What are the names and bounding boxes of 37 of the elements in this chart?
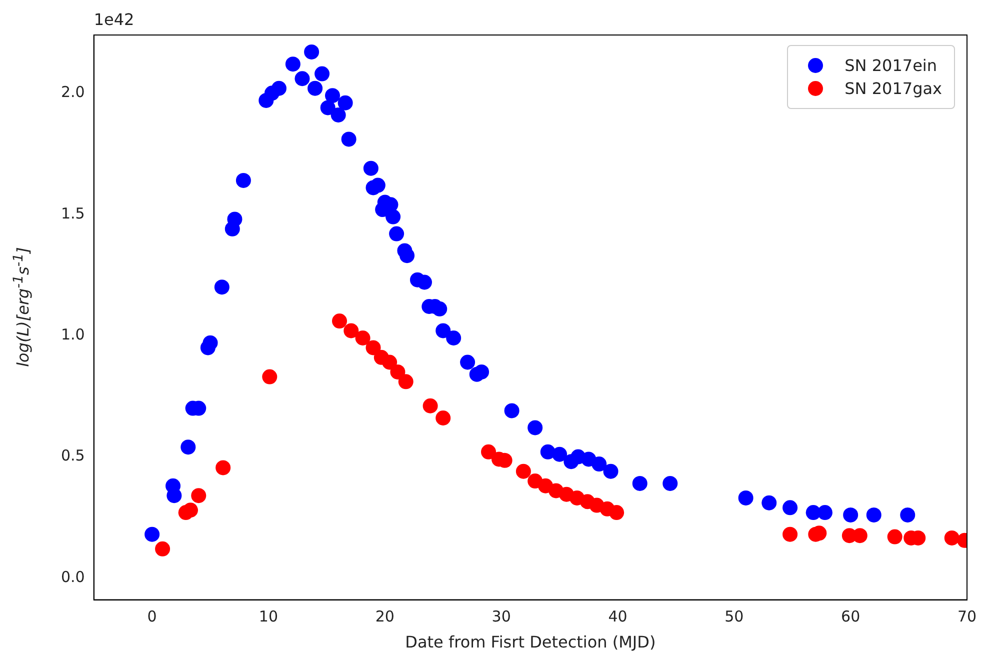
text: 1e42 [94, 10, 134, 30]
point [366, 340, 381, 356]
y-tick-label: 1.0 [60, 325, 85, 344]
x-tick-label: 60 [841, 608, 860, 626]
point [481, 444, 496, 460]
x-tick-label: 40 [608, 608, 628, 626]
point [344, 323, 359, 338]
point [216, 460, 231, 476]
point [436, 410, 451, 426]
x-tick-label: 50 [724, 608, 744, 626]
point [516, 464, 531, 479]
y-tick-label: 0.0 [60, 568, 85, 586]
point [382, 354, 398, 370]
point [262, 369, 278, 384]
x-tick-label: 20 [375, 608, 394, 626]
x-tick-label: 0 [147, 608, 157, 626]
point [182, 502, 198, 518]
point [887, 529, 902, 544]
point [782, 526, 798, 542]
point [390, 364, 406, 380]
point [944, 530, 960, 546]
y-tick-label: 0.5 [60, 446, 85, 465]
legend-label: SN 2017ein [844, 56, 937, 75]
x-tick-label: 30 [492, 608, 511, 626]
y-tick-label: 2.0 [60, 83, 85, 102]
x-tick-label: 70 [957, 608, 977, 626]
point [155, 541, 170, 556]
point [422, 398, 438, 414]
x-axis-title: Date from Fisrt Detection (MJD) [405, 632, 656, 652]
x-tick-label: 10 [258, 608, 278, 626]
point [191, 488, 206, 504]
point [355, 330, 370, 346]
legend-label: SN 2017gax [844, 79, 942, 98]
point [332, 314, 347, 329]
point [398, 374, 414, 390]
y-tick-label: 1.5 [60, 204, 85, 222]
point [609, 505, 624, 520]
